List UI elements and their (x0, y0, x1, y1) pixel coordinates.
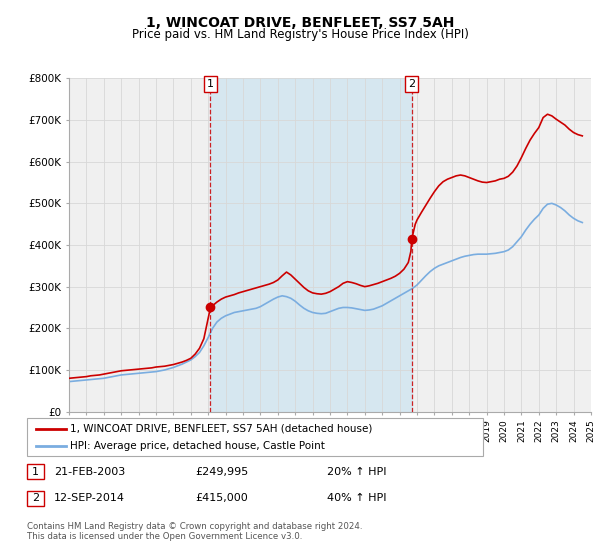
Text: 1, WINCOAT DRIVE, BENFLEET, SS7 5AH (detached house): 1, WINCOAT DRIVE, BENFLEET, SS7 5AH (det… (70, 424, 373, 434)
Text: Price paid vs. HM Land Registry's House Price Index (HPI): Price paid vs. HM Land Registry's House … (131, 28, 469, 41)
Text: 1: 1 (32, 466, 39, 477)
Text: 12-SEP-2014: 12-SEP-2014 (54, 493, 125, 503)
Text: £415,000: £415,000 (195, 493, 248, 503)
Text: 20% ↑ HPI: 20% ↑ HPI (327, 466, 386, 477)
Text: 1, WINCOAT DRIVE, BENFLEET, SS7 5AH: 1, WINCOAT DRIVE, BENFLEET, SS7 5AH (146, 16, 454, 30)
Text: Contains HM Land Registry data © Crown copyright and database right 2024.
This d: Contains HM Land Registry data © Crown c… (27, 522, 362, 542)
Text: 21-FEB-2003: 21-FEB-2003 (54, 466, 125, 477)
Text: 1: 1 (207, 79, 214, 89)
Text: 40% ↑ HPI: 40% ↑ HPI (327, 493, 386, 503)
Text: HPI: Average price, detached house, Castle Point: HPI: Average price, detached house, Cast… (70, 441, 325, 451)
Bar (211, 78, 412, 412)
Text: 2: 2 (408, 79, 415, 89)
Text: £249,995: £249,995 (195, 466, 248, 477)
Text: 2: 2 (32, 493, 39, 503)
